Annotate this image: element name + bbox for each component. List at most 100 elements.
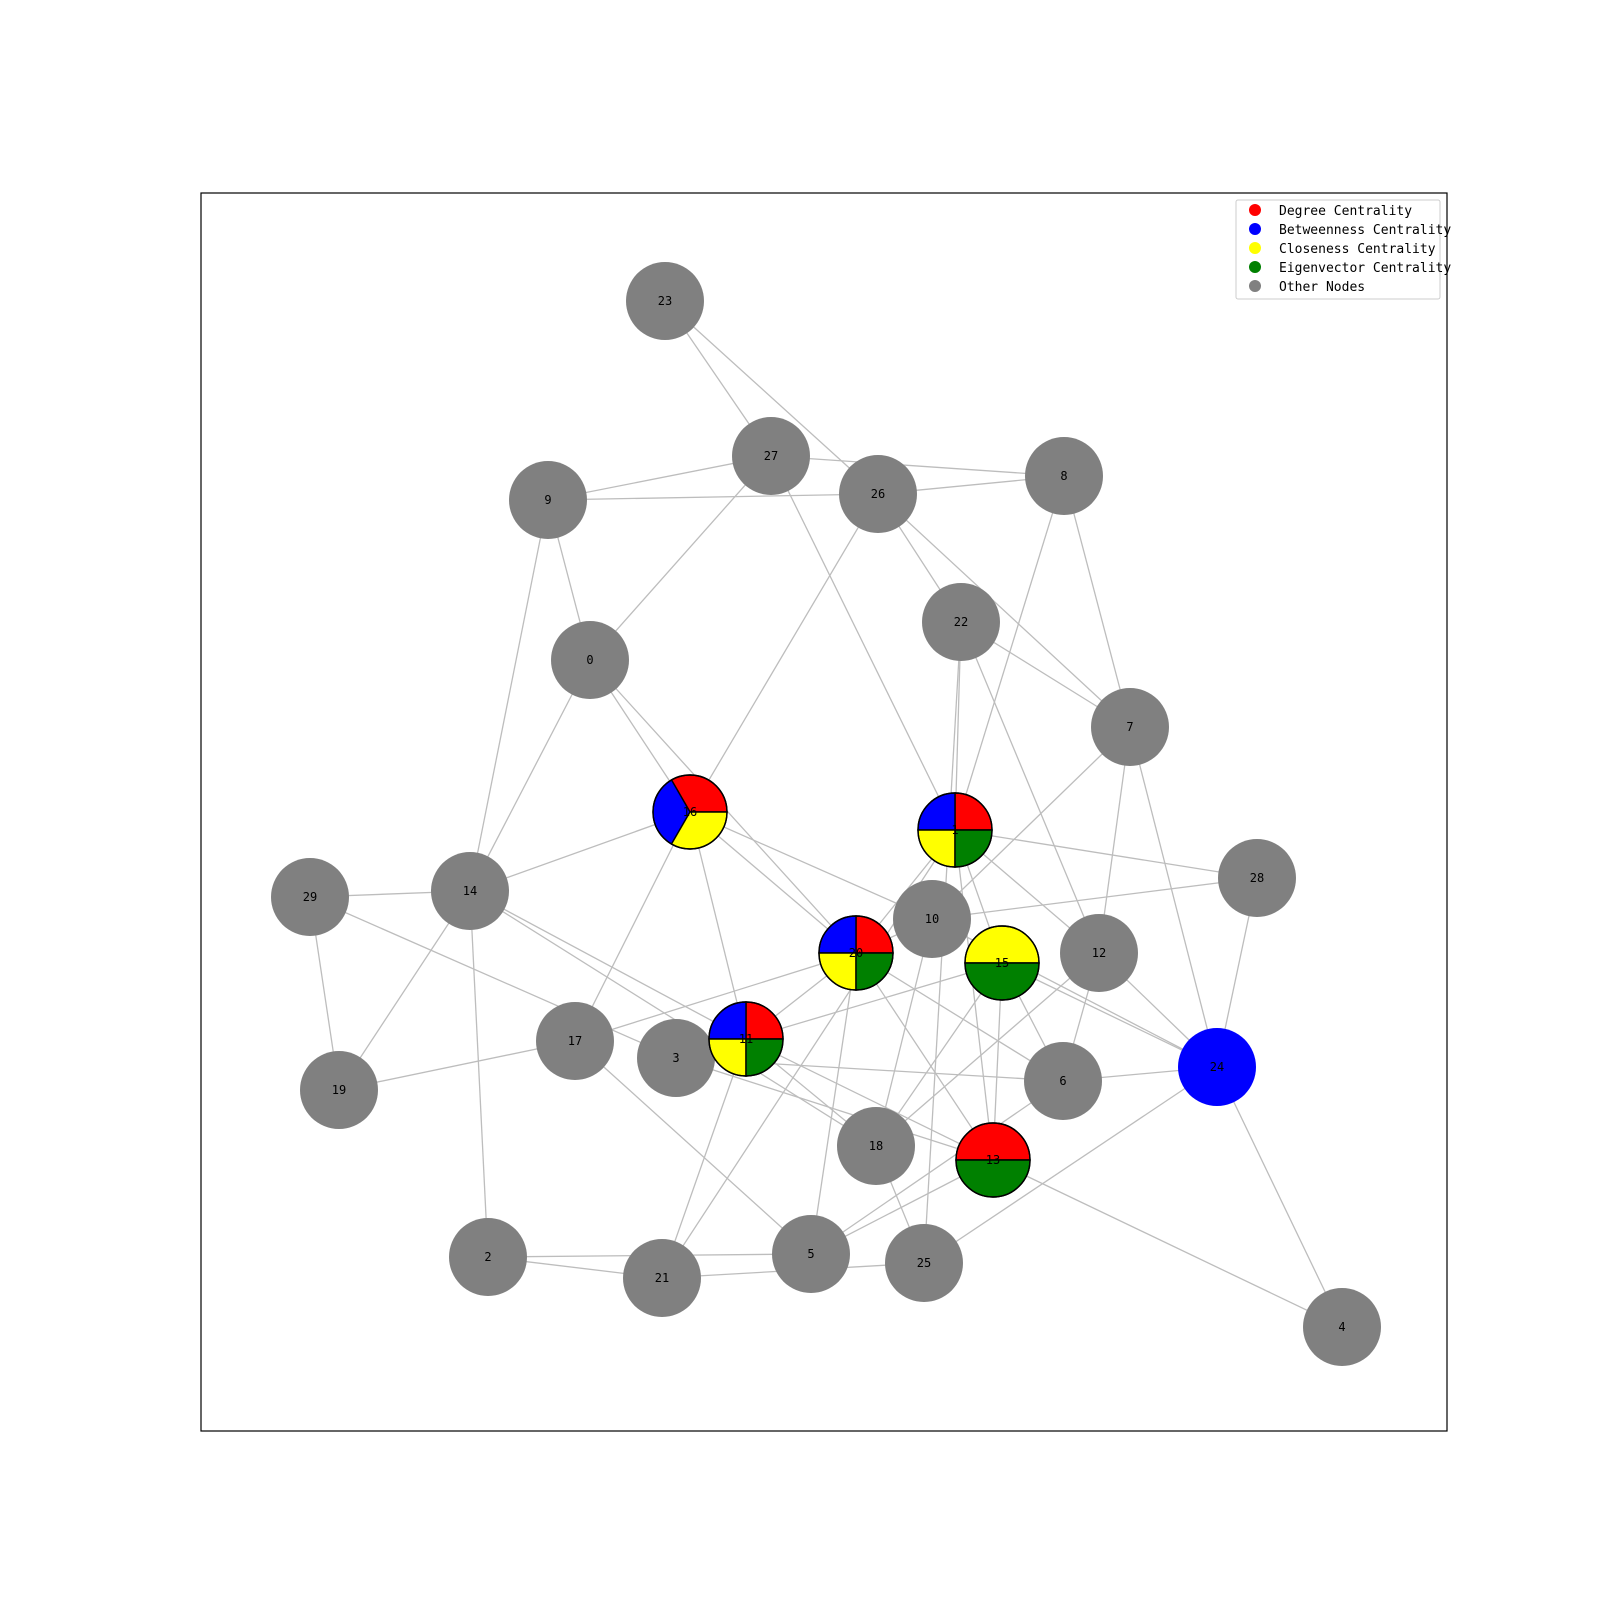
- node-29[interactable]: 29: [271, 858, 349, 936]
- edge-13-4: [992, 1159, 1343, 1328]
- edge-23-26: [664, 300, 879, 495]
- node-12[interactable]: 12: [1060, 914, 1138, 992]
- node-label: 5: [807, 1247, 814, 1261]
- node-7[interactable]: 7: [1091, 688, 1169, 766]
- legend-label: Betweenness Centrality: [1279, 223, 1451, 238]
- node-circle: [509, 461, 587, 539]
- node-label: 27: [764, 449, 778, 463]
- edge-10-28: [931, 877, 1258, 920]
- edge-7-10: [931, 726, 1131, 920]
- node-circle: [1178, 1028, 1256, 1106]
- node-label: 0: [586, 653, 593, 667]
- node-label: 10: [925, 912, 939, 926]
- pie-outline: [955, 1122, 1031, 1198]
- node-circle: [1025, 437, 1103, 515]
- edge-9-26: [547, 493, 879, 501]
- node-label: 24: [1210, 1060, 1224, 1074]
- edge-27-8: [770, 455, 1065, 477]
- edge-20-5: [810, 952, 857, 1255]
- node-circle: [1218, 839, 1296, 917]
- edge-11-13: [745, 1038, 994, 1161]
- edge-24-4: [1216, 1066, 1343, 1328]
- node-circle: [837, 1107, 915, 1185]
- node-circle: [637, 1019, 715, 1097]
- pie-outline: [652, 774, 728, 850]
- pie-outline: [818, 915, 894, 991]
- node-16[interactable]: 16: [652, 774, 728, 850]
- node-label: 8: [1060, 469, 1067, 483]
- node-circle: [1303, 1288, 1381, 1366]
- node-label: 18: [869, 1139, 883, 1153]
- node-label: 12: [1092, 946, 1106, 960]
- node-27[interactable]: 27: [732, 417, 810, 495]
- node-circle: [1024, 1042, 1102, 1120]
- node-24[interactable]: 24: [1178, 1028, 1256, 1106]
- edge-11-21: [661, 1038, 747, 1279]
- edge-27-0: [589, 455, 772, 661]
- node-circle: [449, 1218, 527, 1296]
- edge-20-6: [855, 952, 1064, 1082]
- node-circle: [551, 621, 629, 699]
- node-label: 13: [986, 1153, 1000, 1167]
- legend: Degree Centrality Betweenness Centrality…: [1235, 199, 1451, 300]
- nodes-layer: 0123456789101112131415161718192021222324…: [271, 262, 1381, 1366]
- edge-22-12: [960, 621, 1100, 954]
- node-label: 28: [1250, 871, 1264, 885]
- edge-14-11: [469, 890, 747, 1040]
- node-4[interactable]: 4: [1303, 1288, 1381, 1366]
- edge-16-11: [689, 811, 747, 1040]
- node-23[interactable]: 23: [626, 262, 704, 340]
- node-label: 15: [995, 956, 1009, 970]
- node-19[interactable]: 19: [300, 1051, 378, 1129]
- node-11[interactable]: 11: [708, 1001, 784, 1077]
- node-22[interactable]: 22: [922, 583, 1000, 661]
- node-15[interactable]: 15: [964, 925, 1040, 1001]
- node-label: 19: [332, 1083, 346, 1097]
- node-circle: [772, 1215, 850, 1293]
- node-6[interactable]: 6: [1024, 1042, 1102, 1120]
- edge-20-13: [855, 952, 994, 1161]
- node-28[interactable]: 28: [1218, 839, 1296, 917]
- node-label: 6: [1059, 1074, 1066, 1088]
- node-20[interactable]: 20: [818, 915, 894, 991]
- edge-26-7: [877, 493, 1131, 728]
- node-18[interactable]: 18: [837, 1107, 915, 1185]
- edge-3-13: [675, 1057, 994, 1161]
- legend-label: Eigenvector Centrality: [1279, 261, 1451, 276]
- node-5[interactable]: 5: [772, 1215, 850, 1293]
- node-8[interactable]: 8: [1025, 437, 1103, 515]
- node-13[interactable]: 13: [955, 1122, 1031, 1198]
- node-circle: [893, 880, 971, 958]
- legend-entry-other: Other Nodes: [1249, 280, 1365, 295]
- node-label: 14: [463, 884, 477, 898]
- node-17[interactable]: 17: [536, 1002, 614, 1080]
- node-25[interactable]: 25: [885, 1224, 963, 1302]
- node-14[interactable]: 14: [431, 852, 509, 930]
- node-circle: [626, 262, 704, 340]
- edge-8-7: [1063, 475, 1131, 728]
- pie-outline: [917, 792, 993, 868]
- legend-entry-betweenness: Betweenness Centrality: [1249, 223, 1451, 238]
- edge-12-18: [875, 952, 1100, 1147]
- node-label: 17: [568, 1034, 582, 1048]
- edge-14-18: [469, 890, 877, 1147]
- edge-1-13: [954, 829, 994, 1161]
- edge-27-1: [770, 455, 956, 831]
- node-3[interactable]: 3: [637, 1019, 715, 1097]
- edge-17-20: [574, 952, 857, 1042]
- node-label: 26: [871, 487, 885, 501]
- node-9[interactable]: 9: [509, 461, 587, 539]
- legend-marker: [1249, 204, 1261, 216]
- node-1[interactable]: 1: [917, 792, 993, 868]
- node-10[interactable]: 10: [893, 880, 971, 958]
- edge-14-19: [338, 890, 471, 1091]
- edge-9-14: [469, 499, 549, 892]
- legend-entry-closeness: Closeness Centrality: [1249, 242, 1436, 257]
- node-2[interactable]: 2: [449, 1218, 527, 1296]
- node-21[interactable]: 21: [623, 1239, 701, 1317]
- legend-label: Other Nodes: [1279, 280, 1365, 295]
- legend-entry-degree: Degree Centrality: [1249, 204, 1412, 219]
- node-26[interactable]: 26: [839, 455, 917, 533]
- node-0[interactable]: 0: [551, 621, 629, 699]
